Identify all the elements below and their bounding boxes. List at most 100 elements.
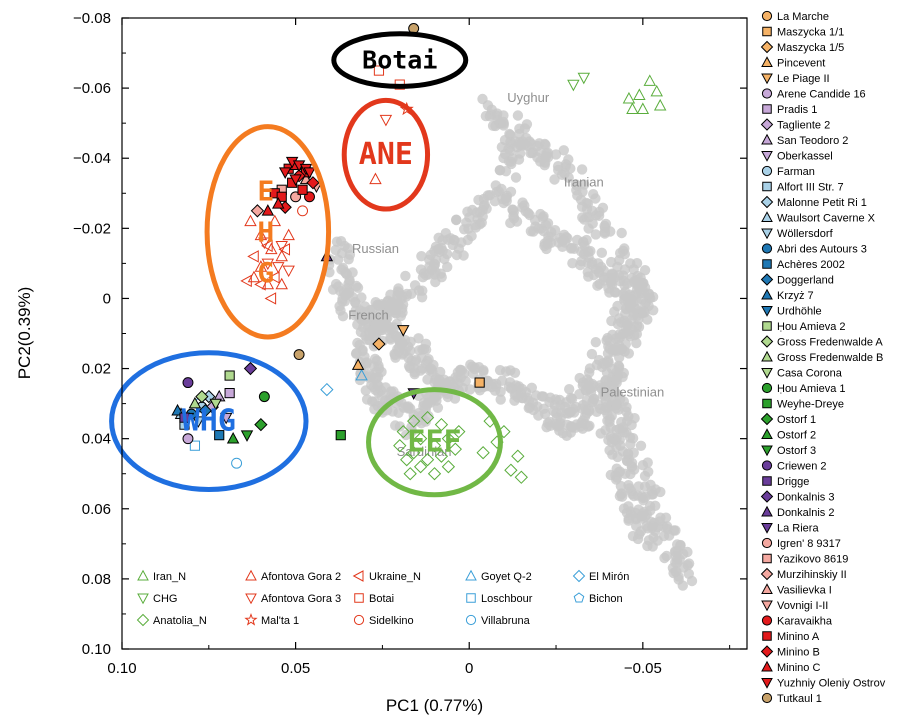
side-legend-entry-drigge: Drigge — [762, 476, 809, 488]
series-hou-amieva-1 — [258, 391, 270, 403]
side-legend-entry-weyhe-dreye: Weyhe-Dreye — [762, 399, 844, 411]
side-legend-marker-casa-corona — [761, 368, 773, 379]
legend-marker-mal-ta-1 — [244, 613, 258, 626]
point-afontova-gora-3 — [272, 262, 285, 274]
point-afontova-gora-2 — [265, 242, 278, 255]
modern-sample-dot — [429, 269, 440, 280]
side-legend-entry-la-riera: La Riera — [761, 523, 819, 535]
side-legend-entry-gross-fredenwalde-b: Gross Fredenwalde B — [761, 350, 883, 364]
modern-sample-dot — [541, 148, 552, 159]
side-legend-entry-le-piage-ii: Le Piage II — [761, 73, 830, 85]
modern-sample-dot — [628, 264, 639, 275]
modern-sample-dot — [564, 384, 575, 395]
side-legend-entry-minino-c: Minino C — [761, 660, 820, 674]
side-legend-label: Abri des Autours 3 — [777, 244, 867, 256]
modern-sample-dot — [590, 337, 601, 348]
side-legend-marker-karavaikha — [761, 615, 773, 626]
modern-sample-dot — [430, 276, 441, 288]
point-afontova-gora-3 — [379, 114, 393, 127]
point-anatolia-n — [393, 439, 407, 453]
side-legend-entry-doggerland: Doggerland — [760, 273, 834, 287]
legend-entry-mal-ta-1: Mal'ta 1 — [244, 613, 299, 627]
legend-marker-botai — [354, 593, 364, 603]
point-afontova-gora-2 — [254, 228, 268, 241]
modern-sample-dot — [577, 380, 588, 391]
side-legend-marker-minino-b — [760, 645, 774, 658]
y-tick-label: 0 — [103, 290, 111, 307]
series-drigge — [179, 412, 190, 423]
modern-sample-dot — [367, 396, 378, 407]
side-legend-entry-san-teodoro-2: San Teodoro 2 — [761, 133, 848, 147]
modern-sample-dot — [655, 486, 666, 498]
modern-sample-dot — [639, 470, 651, 482]
side-legend-entry-minino-b: Minino B — [760, 645, 820, 659]
modern-sample-dot — [623, 348, 634, 359]
side-legend-marker-oberkassel — [761, 151, 773, 162]
legend-entry-afontova-gora-3: Afontova Gora 3 — [245, 593, 341, 605]
modern-sample-dot — [442, 379, 454, 390]
legend-label: Anatolia_N — [153, 615, 207, 627]
series-krzyz-7 — [171, 403, 184, 416]
modern-sample-dot — [525, 147, 536, 159]
side-legend-marker-ostorf-3 — [761, 445, 773, 457]
modern-sample-dot — [503, 156, 515, 167]
side-legend-entry-igren-8-9317: Igren' 8 9317 — [761, 537, 841, 550]
legend-label: Afontova Gora 2 — [261, 571, 341, 583]
legend-label: Villabruna — [481, 615, 531, 627]
side-legend-entry-yazikovo-8619: Yazikovo 8619 — [762, 554, 848, 566]
legend-entry-anatolia-n: Anatolia_N — [136, 613, 207, 627]
modern-sample-dot — [548, 405, 559, 417]
modern-sample-dot — [606, 256, 617, 268]
modern-sample-dot — [477, 93, 488, 105]
point-maszycka-1-5 — [372, 337, 386, 351]
modern-sample-dot — [600, 401, 612, 413]
point-hou-amieva-1 — [258, 391, 270, 403]
side-legend-label: Ḥou Amieva 1 — [777, 383, 845, 395]
series-oberkassel — [219, 412, 233, 425]
legend-marker-afontova-gora-3 — [245, 593, 257, 605]
modern-sample-dot — [500, 366, 512, 377]
modern-sample-dot — [376, 325, 388, 336]
cluster-label-letter: G — [257, 256, 274, 289]
modern-sample-dot — [621, 303, 632, 314]
modern-sample-dot — [581, 212, 592, 223]
side-legend-marker-ostorf-1 — [760, 412, 774, 426]
side-legend-label: Minino A — [777, 631, 820, 643]
population-label-russian: Russian — [352, 241, 399, 256]
modern-sample-dot — [566, 421, 577, 433]
side-legend-entry-vovnigi-i-ii: Vovnigi I-II — [761, 600, 828, 612]
y-tick-label: −0.08 — [73, 10, 111, 27]
side-legend-label: Arene Candide 16 — [777, 89, 866, 101]
side-legend-label: Krzyż 7 — [777, 290, 814, 302]
modern-sample-dot — [336, 264, 347, 275]
point-ostorf-3 — [240, 430, 254, 442]
modern-sample-dot — [546, 227, 557, 238]
point-afontova-gora-3 — [282, 265, 295, 278]
modern-sample-dot — [596, 247, 607, 258]
point-afontova-gora-2 — [369, 172, 382, 185]
cluster-label-eef: EEF — [407, 425, 461, 460]
side-legend-marker-le-piage-ii — [761, 73, 773, 85]
legend-entry-sidelkino: Sidelkino — [353, 614, 414, 627]
cluster-layer: Botai ANE EHG WHG EEF — [109, 31, 503, 498]
modern-sample-dot — [575, 421, 586, 432]
modern-sample-dot — [467, 368, 479, 379]
modern-sample-dot — [482, 190, 493, 201]
side-legend-label: Casa Corona — [777, 368, 843, 380]
modern-sample-dot — [414, 345, 425, 356]
modern-sample-dot — [559, 401, 571, 413]
modern-sample-dot — [369, 373, 381, 384]
side-legend-label: Weyhe-Dreye — [777, 399, 844, 411]
series-maszycka-1-1 — [474, 377, 485, 388]
modern-sample-dot — [606, 268, 618, 279]
side-legend-label: Le Piage II — [777, 73, 830, 85]
modern-sample-dot — [538, 211, 549, 222]
legend-label: Afontova Gora 3 — [261, 593, 341, 605]
modern-sample-dot — [633, 481, 644, 492]
cluster-ellipse-eef — [366, 387, 503, 498]
point-minino-a — [297, 184, 308, 195]
modern-sample-dot — [355, 326, 367, 338]
modern-sample-dot — [588, 269, 599, 281]
series-hou-amieva-2 — [224, 370, 235, 381]
side-legend-marker-doggerland — [760, 273, 774, 286]
